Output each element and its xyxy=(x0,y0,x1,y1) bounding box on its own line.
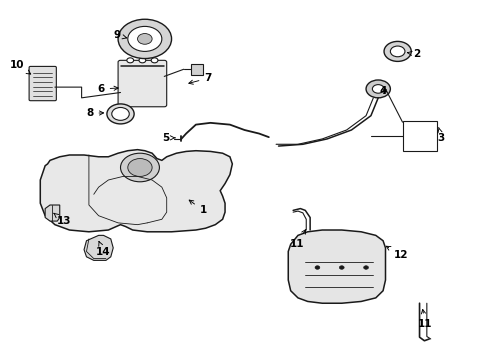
Circle shape xyxy=(366,80,389,98)
Bar xyxy=(191,64,203,75)
Circle shape xyxy=(126,58,133,63)
Text: 9: 9 xyxy=(113,30,126,40)
Text: 6: 6 xyxy=(97,84,118,94)
Circle shape xyxy=(314,266,319,269)
Circle shape xyxy=(107,104,134,124)
Bar xyxy=(402,121,436,152)
Text: 3: 3 xyxy=(437,127,444,143)
Text: 14: 14 xyxy=(96,242,111,257)
Text: 11: 11 xyxy=(417,310,432,329)
Text: 8: 8 xyxy=(86,108,103,118)
Circle shape xyxy=(339,266,344,269)
Circle shape xyxy=(118,19,171,59)
Polygon shape xyxy=(40,150,232,232)
Text: 4: 4 xyxy=(379,86,386,96)
Text: 13: 13 xyxy=(54,213,71,226)
Text: 11: 11 xyxy=(289,230,305,249)
Circle shape xyxy=(112,108,129,120)
Text: 7: 7 xyxy=(188,73,211,84)
Text: 12: 12 xyxy=(386,246,407,260)
Circle shape xyxy=(389,46,404,57)
Circle shape xyxy=(120,153,159,182)
Text: 5: 5 xyxy=(162,133,175,143)
Circle shape xyxy=(151,58,158,63)
Polygon shape xyxy=(287,230,385,303)
Circle shape xyxy=(127,26,162,51)
Polygon shape xyxy=(84,235,113,260)
Circle shape xyxy=(383,41,410,62)
Circle shape xyxy=(139,58,145,63)
Circle shape xyxy=(372,85,383,93)
Circle shape xyxy=(363,266,368,269)
Text: 2: 2 xyxy=(407,49,420,59)
FancyBboxPatch shape xyxy=(118,60,166,107)
Polygon shape xyxy=(45,205,60,221)
Text: 1: 1 xyxy=(189,200,206,215)
Text: 10: 10 xyxy=(10,60,31,74)
FancyBboxPatch shape xyxy=(29,66,56,101)
Circle shape xyxy=(137,33,152,44)
Circle shape xyxy=(127,158,152,176)
